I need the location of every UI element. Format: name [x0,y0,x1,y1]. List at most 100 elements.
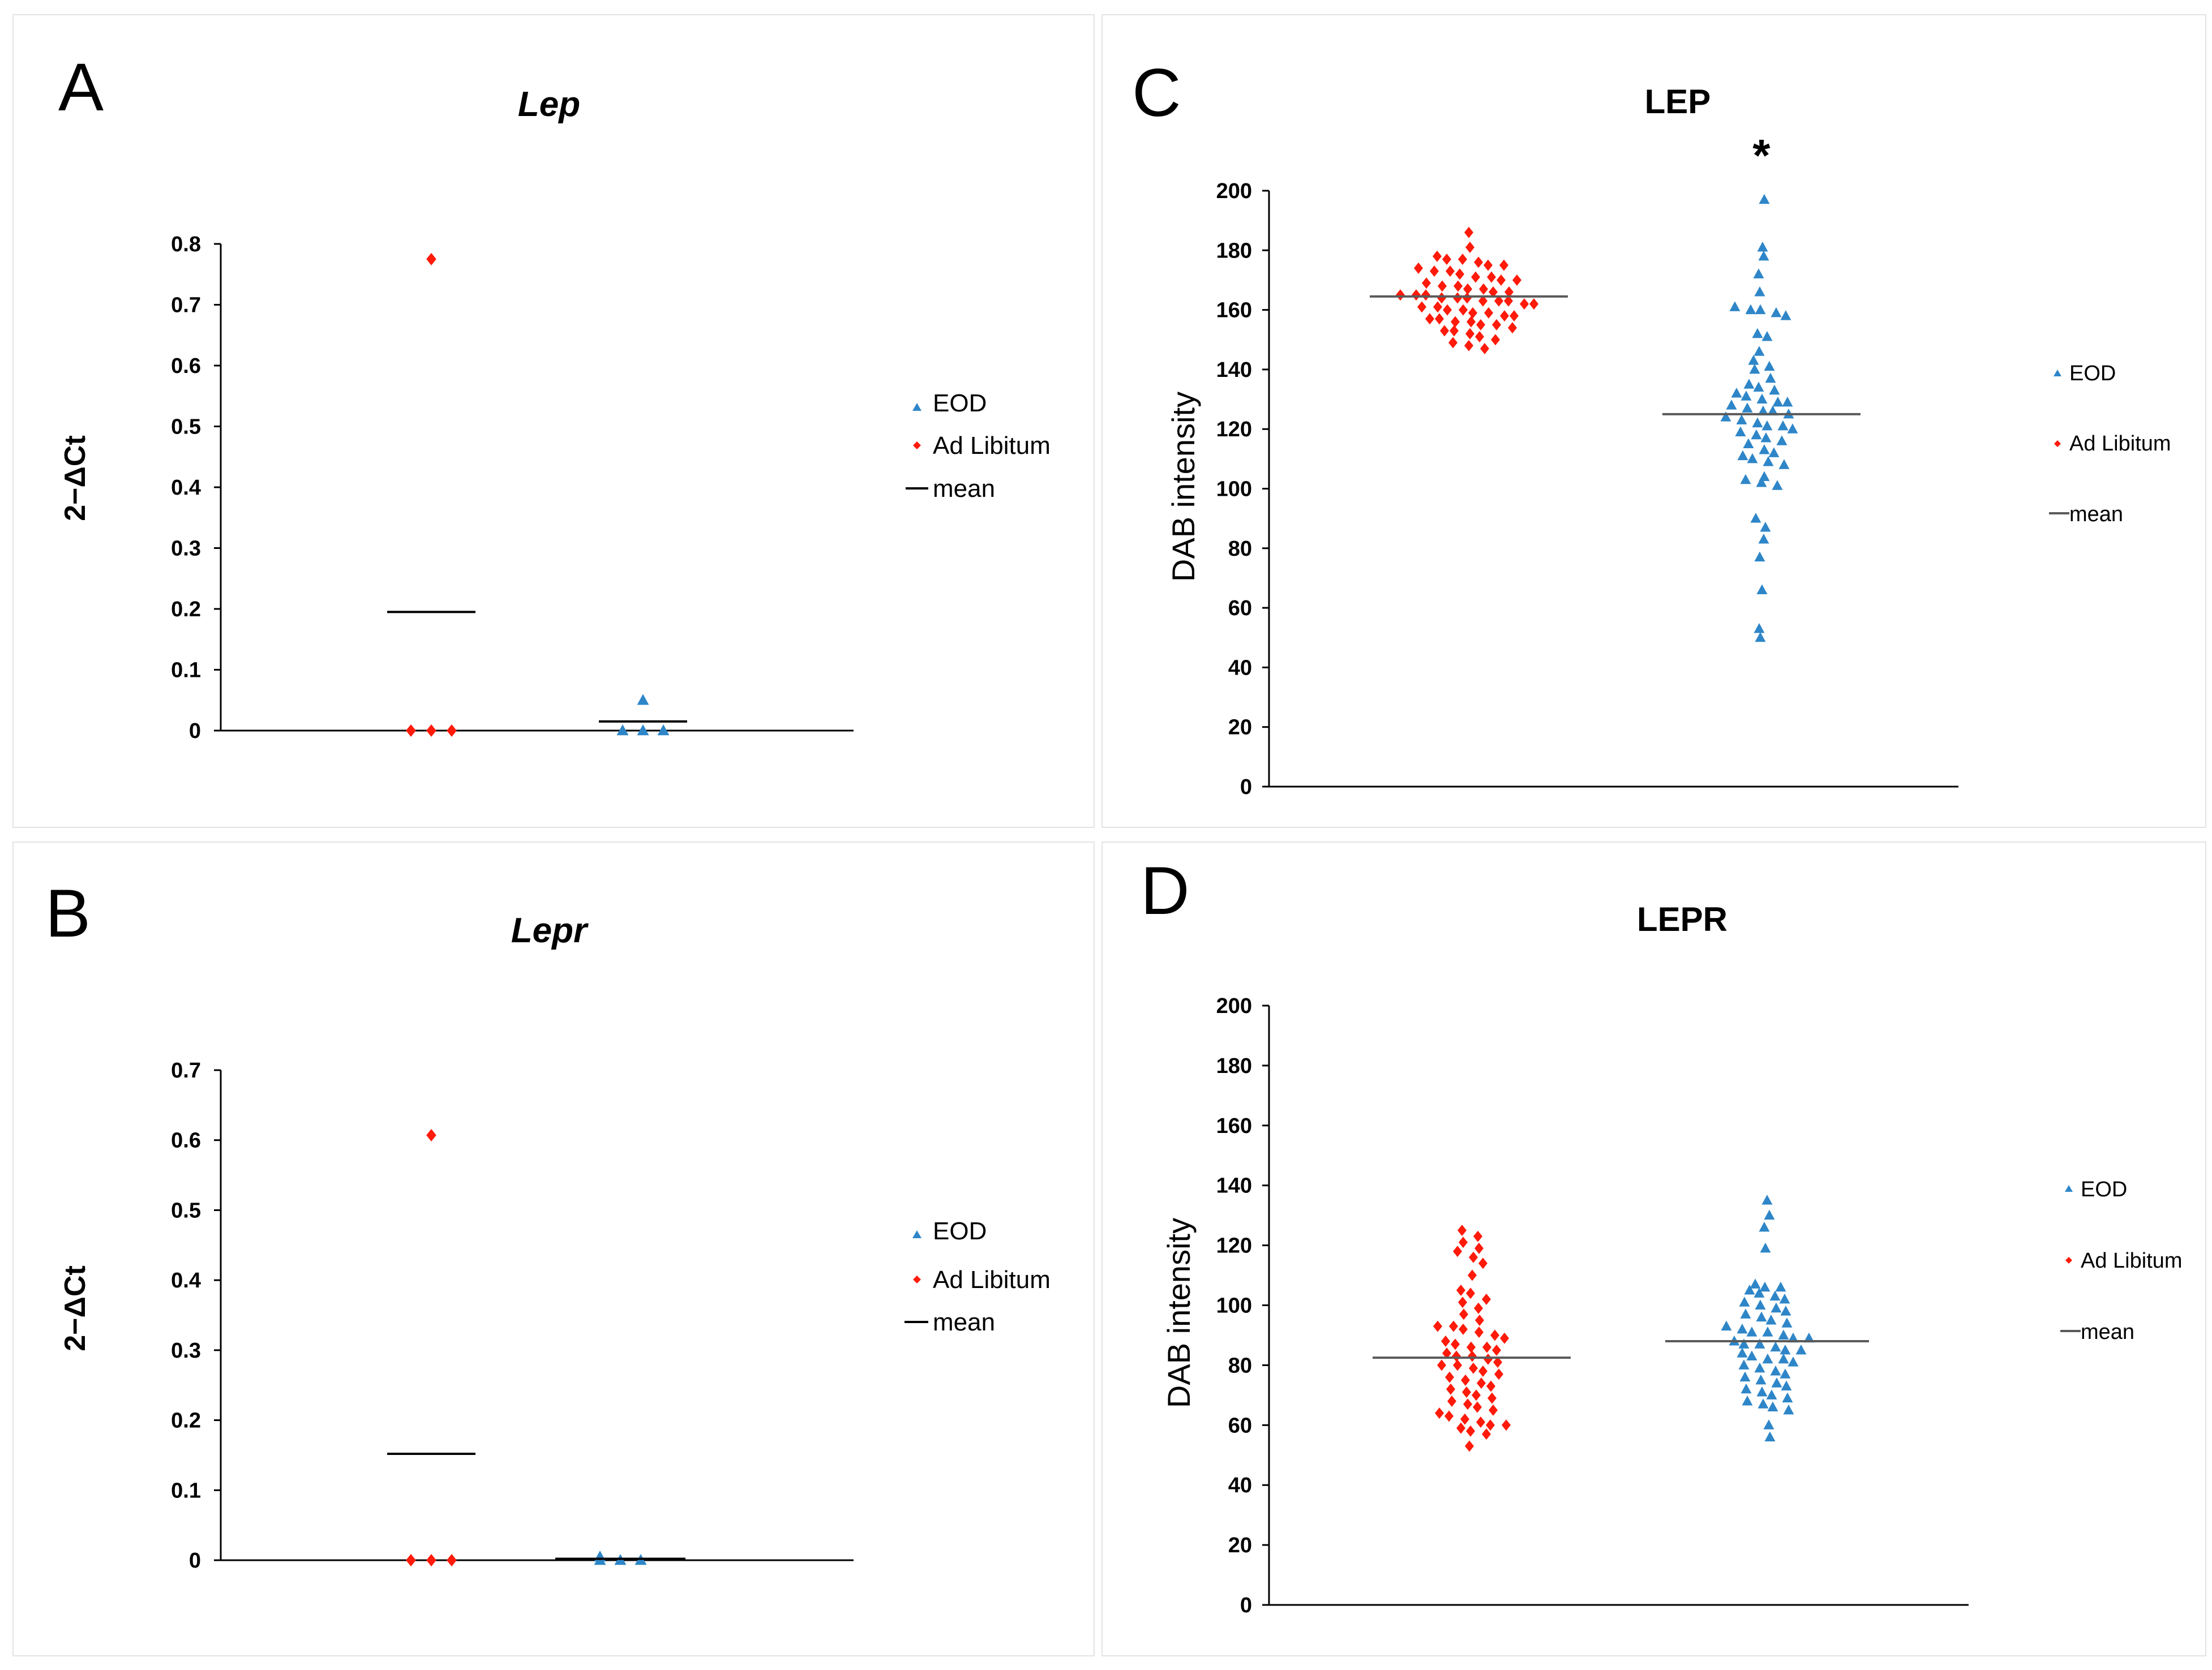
eod-point [1764,1209,1775,1220]
ad-libitum-point [1422,277,1431,289]
eod-point [1760,521,1771,532]
eod-point [1739,1371,1751,1382]
ad-libitum-point [1459,1308,1468,1320]
ad-libitum-point [1474,1326,1484,1338]
eod-point [1767,1401,1778,1412]
ad-libitum-point [1478,1257,1487,1269]
ad-libitum-point [1453,292,1462,304]
legend-adlib-d: Ad Libitum [2081,1249,2183,1273]
ad-libitum-point [1474,1242,1484,1254]
diamond-marker-icon [913,1276,921,1283]
eod-point [1754,623,1765,633]
eod-point [1739,1296,1750,1307]
chart-d: D LEPR DAB intensity 0 20 40 60 80 100 120 140 1… [1141,853,2183,1617]
ad-libitum-point [1482,1293,1491,1305]
axes-d: 0 20 40 60 80 100 120 140 160 180 200 [1216,994,1969,1617]
y-tick-label: 0 [189,1549,201,1573]
eod-point [1754,1362,1765,1373]
legend-eod-a: EOD [933,389,987,417]
eod-point [1780,310,1791,320]
ad-libitum-point [1458,254,1467,265]
legend-adlib-a: Ad Libitum [933,432,1051,460]
legend-eod-b: EOD [933,1217,987,1245]
eod-point [1756,1311,1767,1322]
ad-libitum-point [1500,310,1509,322]
y-tick-label: 20 [1228,716,1252,740]
eod-point [1744,1285,1755,1295]
ad-libitum-point [1442,1347,1451,1359]
eod-point [1780,1306,1791,1316]
ad-libitum-point [426,1554,436,1566]
ad-libitum-point [1475,1314,1484,1326]
ad-libitum-point [1396,289,1405,301]
ad-libitum-point [1443,304,1452,316]
y-tick-label: 0 [189,719,201,743]
eod-point [1782,396,1793,407]
ad-libitum-point [1520,298,1529,310]
eod-point [1750,1278,1761,1289]
panel-b [12,842,1095,1656]
ad-libitum-point [1421,289,1430,301]
ad-libitum-point [1463,292,1472,304]
eod-point [1737,450,1748,461]
eod-point [1780,1344,1791,1355]
marks-b [387,1129,685,1566]
ad-libitum-point [1475,330,1484,342]
ad-libitum-point [1499,259,1508,271]
eod-point [1767,405,1778,416]
ad-libitum-point [1451,316,1460,328]
eod-point [1771,307,1782,317]
ad-libitum-point [1456,1422,1465,1434]
ad-libitum-point [1457,1225,1467,1237]
ad-libitum-point [1433,301,1442,313]
ad-libitum-point [1467,316,1476,328]
eod-point [1746,1326,1757,1337]
eod-point [1752,417,1763,428]
ad-libitum-point [1462,1386,1471,1398]
ad-libitum-point [1484,1353,1493,1365]
legend-mean-c: mean [2069,503,2123,526]
ad-libitum-point [1437,1359,1446,1371]
y-tick-label: 40 [1228,1474,1252,1497]
axes-b: 0 0.1 0.2 0.3 0.4 0.5 0.6 0.7 [171,1059,854,1573]
y-tick-label: 0.4 [171,1269,201,1293]
y-tick-label: 80 [1228,1354,1252,1377]
y-tick-label: 160 [1216,1114,1252,1138]
ad-libitum-point [1437,292,1446,304]
eod-point [1772,396,1784,407]
y-tick-label: 100 [1216,1294,1252,1318]
eod-point [1769,384,1780,395]
eod-point [1729,301,1741,311]
triangle-marker-icon [2054,370,2061,376]
eod-point [1755,632,1766,642]
ad-libitum-point [1497,274,1506,286]
ad-libitum-point [1459,304,1468,316]
ad-libitum-point [1476,1416,1485,1428]
legend-mean-a: mean [933,475,995,503]
ad-libitum-point [1472,1389,1481,1401]
ad-libitum-point [1492,319,1501,330]
ad-libitum-point [1453,1246,1462,1257]
ad-libitum-point [1489,286,1498,298]
eod-point [1745,304,1756,315]
ad-libitum-point [1492,1344,1501,1356]
ad-libitum-point [1494,1368,1503,1380]
chart-title-a: Lep [518,85,580,124]
eod-point [1755,304,1766,315]
ad-libitum-point [1490,1329,1499,1341]
ad-libitum-point [406,724,416,737]
ad-libitum-point [1486,1419,1495,1431]
ad-libitum-point [1452,1350,1461,1362]
legend-eod-c: EOD [2069,362,2116,385]
eod-point [1763,1419,1774,1429]
ad-libitum-point [1448,337,1457,349]
axes-a: 0 0.1 0.2 0.3 0.4 0.5 0.6 0.7 0.8 [171,233,854,743]
eod-point [1740,474,1751,484]
marks-c [1370,194,1861,642]
ad-libitum-point [1414,262,1423,274]
eod-point [1752,328,1763,338]
ad-libitum-point [1466,1425,1475,1437]
significance-annotation: * [1752,130,1771,181]
eod-point [1777,420,1789,431]
ad-libitum-point [1465,328,1474,340]
